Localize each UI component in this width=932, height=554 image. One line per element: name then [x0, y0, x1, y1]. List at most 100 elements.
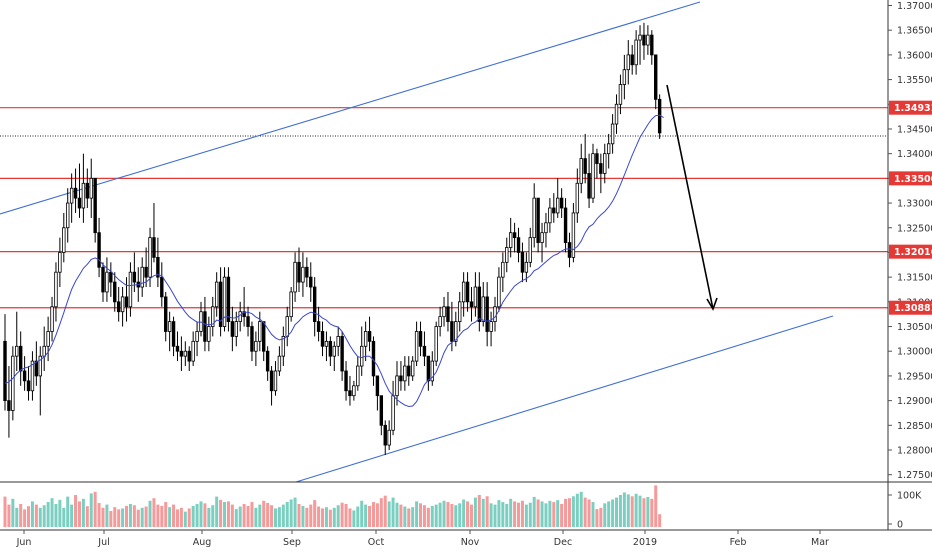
candle-body	[34, 360, 39, 377]
volume-bar	[164, 502, 168, 527]
candle-body	[442, 306, 446, 318]
candle-body	[481, 296, 485, 322]
time-tick-label: Feb	[730, 537, 747, 548]
candle-body	[246, 316, 250, 327]
candle-body	[301, 266, 305, 283]
volume-bar	[383, 495, 387, 527]
price-tick-label: 1.36500	[897, 26, 932, 37]
candle-body	[489, 321, 493, 332]
volume-bar	[74, 495, 78, 527]
candle-body	[305, 266, 309, 278]
volume-bar	[50, 498, 54, 527]
candle-body	[105, 271, 109, 293]
candle-body	[638, 34, 642, 41]
candle-body	[571, 212, 576, 258]
volume-bar	[552, 502, 556, 527]
candle-body	[156, 256, 160, 278]
candle-body	[352, 385, 356, 397]
volume-bar	[46, 502, 50, 527]
volume-bar	[387, 501, 391, 527]
candle-body	[626, 54, 630, 71]
candle-body	[540, 232, 544, 243]
candle-body	[116, 301, 121, 313]
volume-bar	[293, 497, 297, 527]
volume-bar	[332, 507, 336, 527]
candle-body	[399, 375, 403, 382]
candle-body	[450, 321, 454, 342]
candle-body	[407, 365, 411, 377]
volume-bar	[634, 493, 638, 527]
volume-bar	[160, 505, 164, 527]
price-tick-label: 1.29500	[897, 371, 932, 382]
volume-bar	[658, 514, 662, 527]
candle-body	[579, 158, 583, 184]
price-tick-label: 1.32500	[897, 223, 932, 234]
volume-bar	[642, 498, 646, 527]
volume-bar	[7, 504, 11, 527]
time-tick-label: Nov	[461, 537, 480, 548]
candle-body	[230, 321, 235, 337]
volume-bar	[544, 503, 548, 527]
candle-body	[62, 227, 66, 253]
volume-bar	[30, 501, 34, 527]
candle-body	[132, 271, 137, 283]
volume-bar	[19, 503, 23, 527]
volume-bar	[313, 500, 317, 527]
candle-body	[120, 296, 125, 313]
volume-bar	[23, 509, 27, 527]
volume-bar	[11, 498, 15, 527]
candle-body	[622, 69, 627, 85]
candle-body	[101, 266, 105, 293]
candle-body	[438, 316, 442, 327]
volume-bar	[571, 496, 575, 527]
candle-body	[418, 331, 423, 347]
candle-body	[171, 321, 176, 347]
volume-bar	[128, 503, 132, 527]
candle-body	[524, 261, 529, 273]
volume-bar	[348, 508, 352, 527]
volume-bar	[136, 509, 140, 527]
volume-bar	[191, 505, 195, 527]
candle-body	[544, 222, 548, 234]
volume-bar	[66, 496, 70, 527]
candle-body	[148, 237, 152, 278]
volume-bar	[583, 497, 587, 527]
volume-bar	[399, 504, 403, 527]
volume-bar	[650, 498, 654, 527]
volume-bar	[391, 497, 395, 527]
candle-body	[199, 311, 203, 332]
price-tick-label: 1.31500	[897, 273, 932, 284]
level-price-badge	[889, 171, 932, 186]
volume-bar	[132, 505, 136, 527]
candle-body	[516, 237, 521, 253]
volume-bar	[258, 504, 262, 527]
volume-bar	[422, 505, 426, 527]
volume-bar	[532, 496, 536, 527]
candle-body	[175, 345, 180, 352]
volume-bar	[630, 496, 634, 527]
candle-body	[603, 153, 607, 174]
volume-bar	[407, 508, 411, 527]
time-tick-label: Aug	[193, 537, 212, 548]
volume-bar	[175, 509, 179, 527]
candle-body	[109, 271, 113, 283]
forecast-arrow-head	[706, 297, 718, 311]
price-tick-label: 1.30000	[897, 347, 932, 358]
volume-bar	[270, 505, 274, 527]
candle-body	[164, 296, 168, 332]
time-axis[interactable]: Jun Jul Aug Sep Oct Nov Dec 2019 Feb Mar	[16, 530, 829, 548]
candle-body	[614, 103, 619, 125]
volume-bar	[524, 504, 528, 527]
candle-body	[328, 340, 333, 357]
candle-body	[222, 276, 227, 327]
volume-bar	[317, 506, 321, 527]
candle-body	[387, 429, 391, 446]
volume-bar	[615, 497, 619, 527]
candle-body	[634, 39, 638, 66]
candle-body	[654, 54, 658, 100]
chart-frame	[0, 0, 932, 531]
volume-bar	[309, 504, 313, 527]
candle-body	[7, 400, 11, 411]
